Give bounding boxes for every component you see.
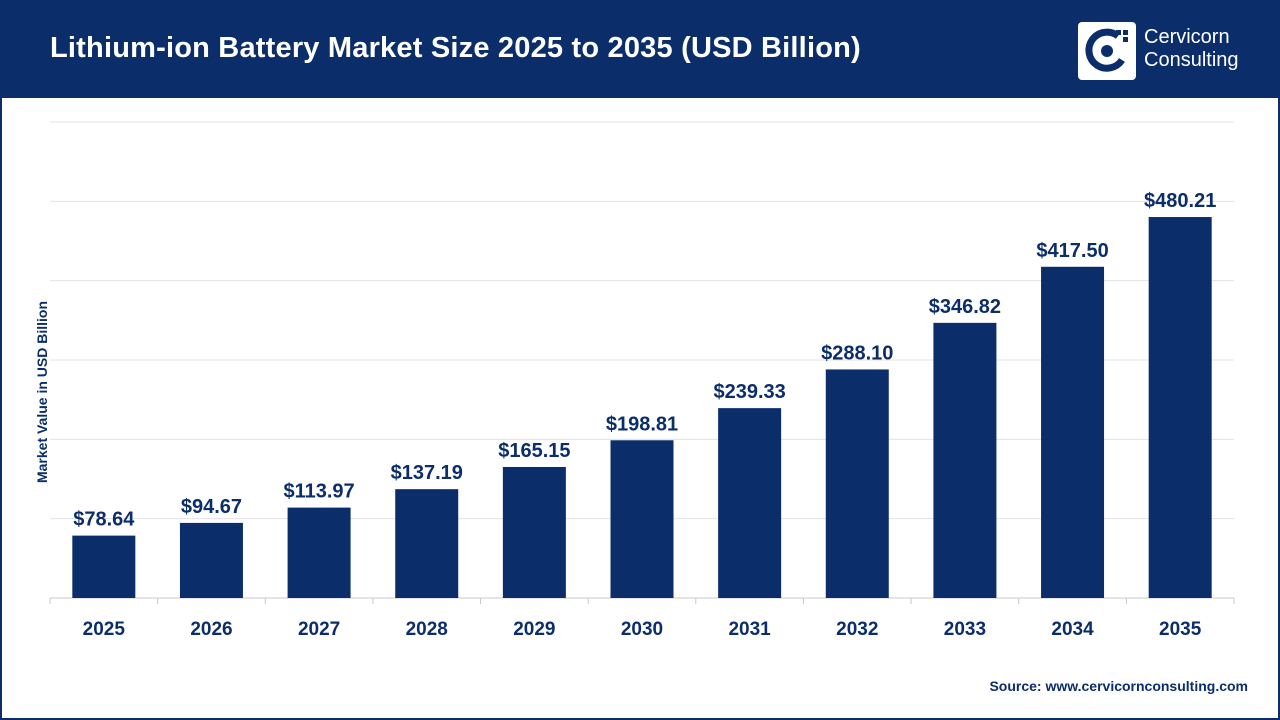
bar-2030 bbox=[610, 440, 674, 598]
brand-name-line2: Consulting bbox=[1144, 49, 1239, 71]
bar-2031 bbox=[718, 408, 782, 598]
bar-2034 bbox=[1041, 266, 1105, 598]
data-label-2030: $198.81 bbox=[606, 413, 678, 435]
x-tick-label-2032: 2032 bbox=[836, 619, 878, 640]
data-label-2025: $78.64 bbox=[73, 509, 135, 531]
bar-2035 bbox=[1148, 217, 1212, 599]
title-banner: Lithium-ion Battery Market Size 2025 to … bbox=[2, 2, 1278, 98]
data-label-2028: $137.19 bbox=[391, 462, 463, 484]
data-label-2031: $239.33 bbox=[713, 381, 785, 403]
x-tick-label-2025: 2025 bbox=[83, 619, 126, 640]
source-note: Source: www.cervicornconsulting.com bbox=[989, 678, 1248, 694]
data-label-2029: $165.15 bbox=[498, 440, 570, 462]
data-label-2035: $480.21 bbox=[1144, 190, 1216, 212]
x-tick-label-2031: 2031 bbox=[728, 619, 771, 640]
x-tick-label-2028: 2028 bbox=[406, 619, 448, 640]
x-tick-label-2034: 2034 bbox=[1051, 619, 1094, 640]
cervicorn-logo-icon bbox=[1078, 22, 1136, 80]
brand-name-line1: Cervicorn bbox=[1144, 26, 1230, 48]
x-tick-label-2030: 2030 bbox=[621, 619, 663, 640]
bar-2033 bbox=[933, 322, 997, 598]
data-label-2033: $346.82 bbox=[929, 296, 1001, 318]
data-label-2034: $417.50 bbox=[1036, 240, 1108, 262]
bar-chart: $78.64 2025 $94.67 2026 $113.97 2027 $137.19 20… bbox=[49, 121, 1235, 640]
data-label-2026: $94.67 bbox=[181, 496, 242, 518]
bar-2028 bbox=[395, 489, 459, 598]
x-tick-label-2035: 2035 bbox=[1159, 619, 1202, 640]
x-tick-label-2029: 2029 bbox=[513, 619, 555, 640]
bar-2027 bbox=[287, 507, 351, 598]
bar-2032 bbox=[825, 369, 889, 598]
bar-2026 bbox=[179, 522, 243, 598]
data-label-2032: $288.10 bbox=[821, 342, 893, 364]
bar-2029 bbox=[502, 466, 566, 598]
x-tick-label-2033: 2033 bbox=[944, 619, 986, 640]
brand-name: Cervicorn Consulting bbox=[1144, 26, 1239, 72]
bar-2025 bbox=[72, 535, 136, 598]
y-axis-label: Market Value in USD Billion bbox=[34, 300, 50, 484]
chart-title: Lithium-ion Battery Market Size 2025 to … bbox=[50, 32, 861, 64]
x-tick-label-2027: 2027 bbox=[298, 619, 340, 640]
x-tick-label-2026: 2026 bbox=[190, 619, 232, 640]
data-label-2027: $113.97 bbox=[283, 481, 354, 503]
